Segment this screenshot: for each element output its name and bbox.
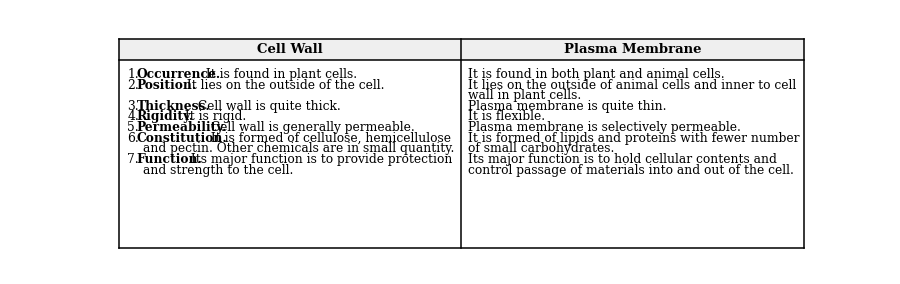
Text: Cell wall is generally permeable.: Cell wall is generally permeable.	[207, 121, 414, 134]
Text: Position.: Position.	[137, 79, 196, 91]
Text: Permeability.: Permeability.	[137, 121, 227, 134]
Text: It is rigid.: It is rigid.	[181, 110, 246, 124]
Text: control passage of materials into and out of the cell.: control passage of materials into and ou…	[468, 164, 794, 177]
Text: It is found in plant cells.: It is found in plant cells.	[202, 68, 356, 81]
Text: of small carbohydrates.: of small carbohydrates.	[468, 142, 615, 155]
Text: Occurrence.: Occurrence.	[137, 68, 220, 81]
Text: 1.: 1.	[127, 68, 139, 81]
Text: 4.: 4.	[127, 110, 139, 124]
Text: It lies on the outside of animal cells and inner to cell: It lies on the outside of animal cells a…	[468, 79, 796, 91]
Text: Its major function is to hold cellular contents and: Its major function is to hold cellular c…	[468, 153, 777, 166]
Text: It is formed of cellulose, hemicellulose: It is formed of cellulose, hemicellulose	[207, 132, 451, 145]
FancyBboxPatch shape	[461, 39, 804, 60]
Text: and strength to the cell.: and strength to the cell.	[143, 164, 293, 177]
Text: 7.: 7.	[127, 153, 139, 166]
Text: Cell Wall: Cell Wall	[257, 43, 323, 56]
Text: Constitution.: Constitution.	[137, 132, 227, 145]
Text: It is formed of lipids and proteins with fewer number: It is formed of lipids and proteins with…	[468, 132, 800, 145]
Text: It is found in both plant and animal cells.: It is found in both plant and animal cel…	[468, 68, 724, 81]
Text: It lies on the outside of the cell.: It lies on the outside of the cell.	[183, 79, 384, 91]
Text: Rigidity.: Rigidity.	[137, 110, 194, 124]
Text: wall in plant cells.: wall in plant cells.	[468, 89, 581, 102]
FancyBboxPatch shape	[119, 39, 461, 60]
Text: and pectin. Other chemicals are in small quantity.: and pectin. Other chemicals are in small…	[143, 142, 454, 155]
Text: 5.: 5.	[127, 121, 139, 134]
Text: Cell wall is quite thick.: Cell wall is quite thick.	[194, 100, 340, 113]
Text: 6.: 6.	[127, 132, 139, 145]
Text: Plasma membrane is selectively permeable.: Plasma membrane is selectively permeable…	[468, 121, 741, 134]
Text: Its major function is to provide protection: Its major function is to provide protect…	[187, 153, 453, 166]
Text: Function.: Function.	[137, 153, 202, 166]
Text: Plasma Membrane: Plasma Membrane	[563, 43, 701, 56]
Text: 2.: 2.	[127, 79, 139, 91]
Text: It is flexible.: It is flexible.	[468, 110, 545, 124]
Text: Thickness.: Thickness.	[137, 100, 211, 113]
Text: Plasma membrane is quite thin.: Plasma membrane is quite thin.	[468, 100, 667, 113]
Text: 3.: 3.	[127, 100, 139, 113]
